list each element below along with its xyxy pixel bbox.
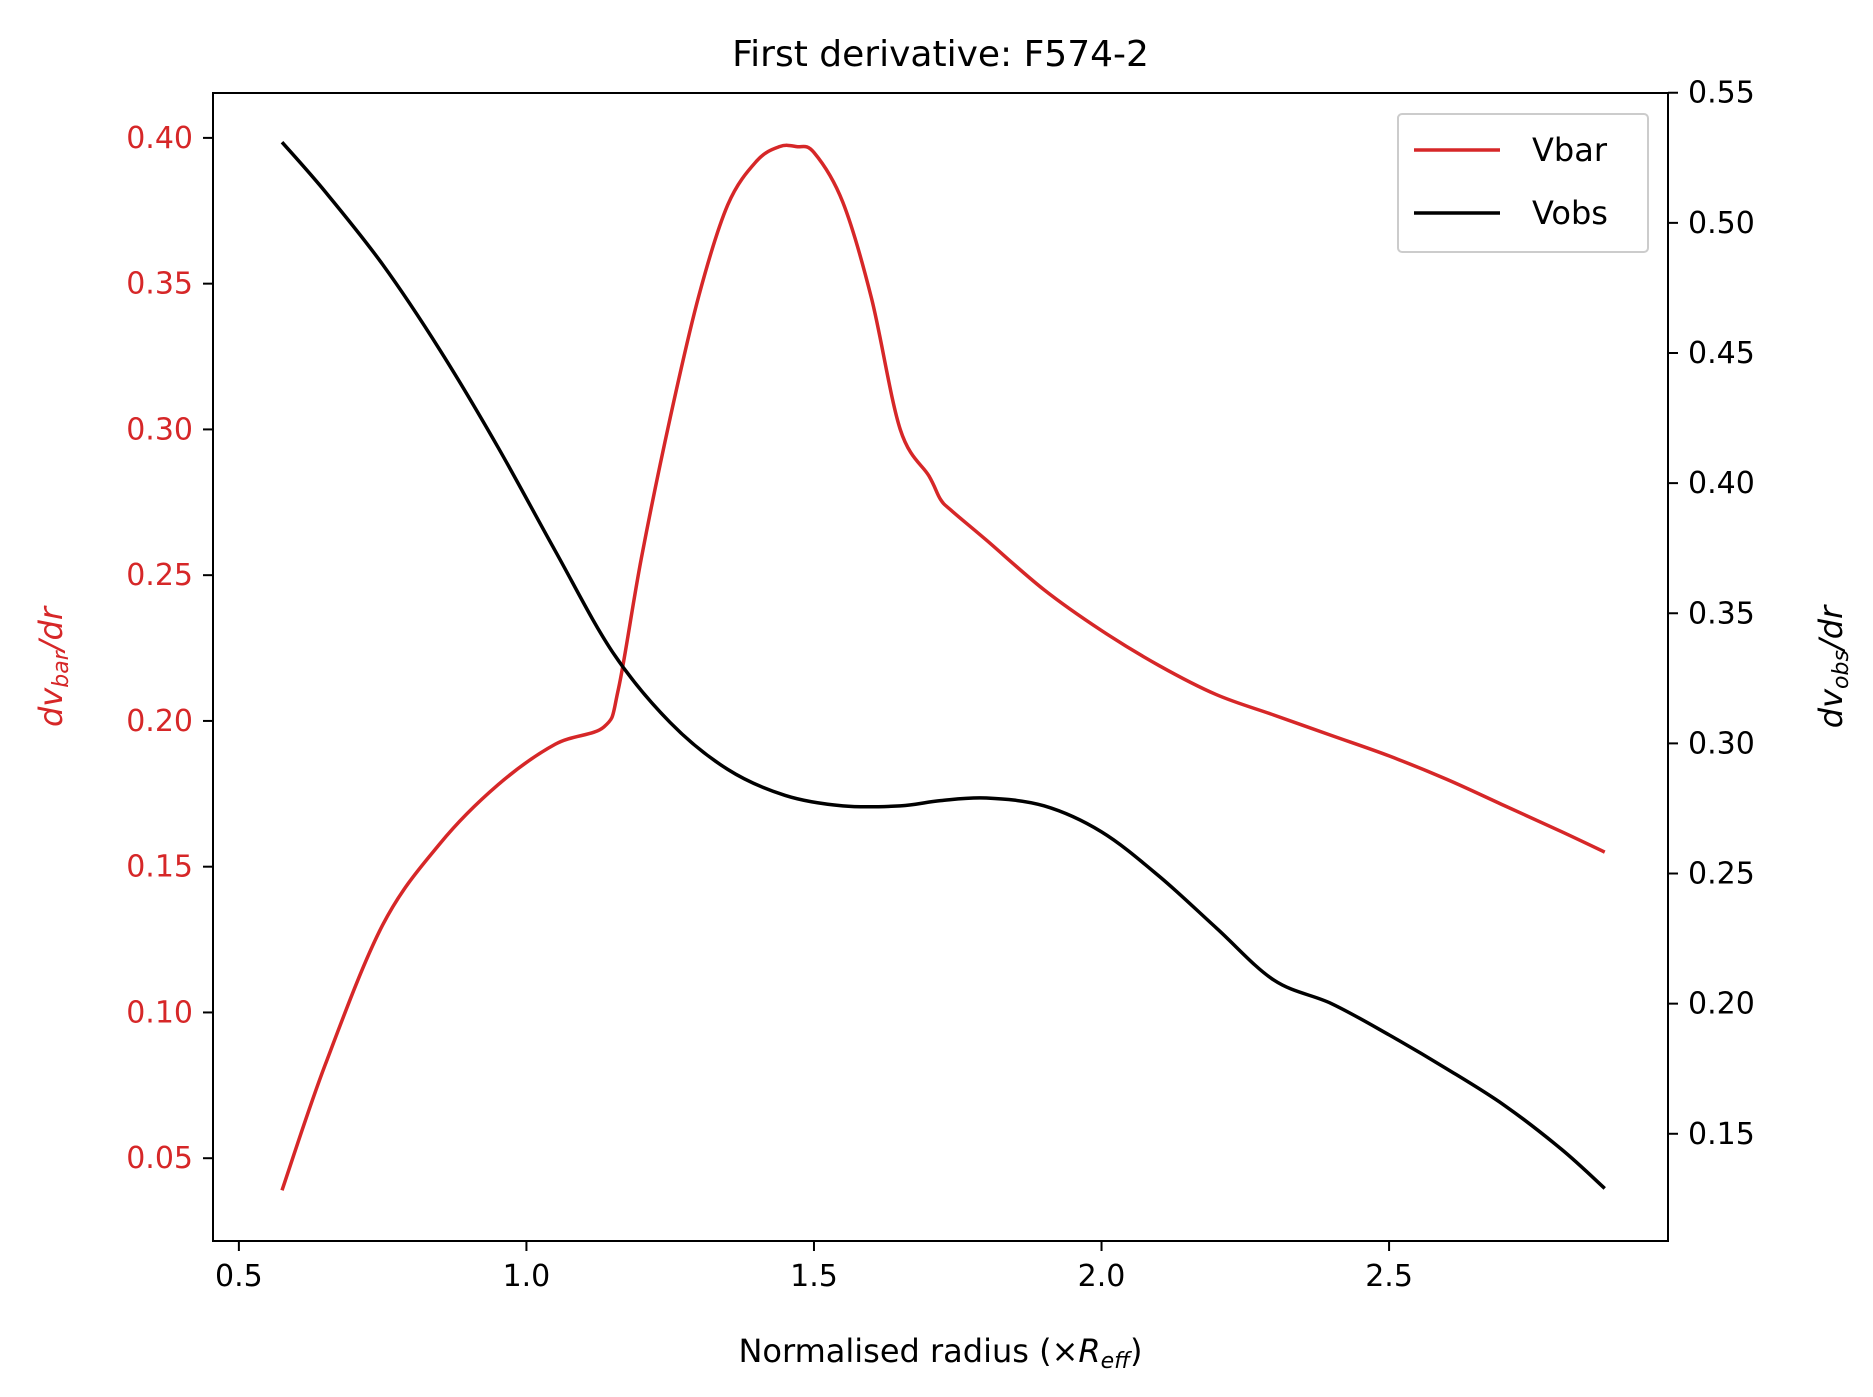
left-y-tick-label: 0.20 bbox=[126, 704, 193, 739]
x-axis-label-subscript: eff bbox=[1101, 1349, 1133, 1374]
x-tick-label: 1.0 bbox=[503, 1259, 551, 1294]
chart-title: First derivative: F574-2 bbox=[732, 34, 1149, 75]
left-y-tick-label: 0.40 bbox=[126, 121, 193, 156]
right-y-axis: 0.15 0.20 0.25 0.30 0.35 0.40 0.45 0.50 0.55 bbox=[1668, 76, 1755, 1152]
legend-label-vbar: Vbar bbox=[1532, 131, 1608, 169]
left-y-axis: 0.05 0.10 0.15 0.20 0.25 0.30 0.35 0.40 bbox=[126, 121, 213, 1176]
x-tick-label: 2.0 bbox=[1078, 1259, 1126, 1294]
left-y-tick-label: 0.35 bbox=[126, 267, 193, 302]
left-y-tick-label: 0.30 bbox=[126, 412, 193, 447]
right-y-tick-label: 0.55 bbox=[1688, 76, 1755, 111]
legend: Vbar Vobs bbox=[1397, 113, 1649, 253]
x-axis-label-symbol: R bbox=[1078, 1332, 1100, 1370]
series-layer bbox=[280, 141, 1606, 1191]
right-y-tick-label: 0.30 bbox=[1688, 726, 1755, 761]
x-axis: 0.5 1.0 1.5 2.0 2.5 bbox=[215, 1241, 1413, 1294]
left-y-tick-label: 0.10 bbox=[126, 995, 193, 1030]
plot-frame bbox=[212, 92, 1669, 1242]
right-y-axis-label-suffix: /dr bbox=[1812, 604, 1850, 653]
x-tick-label: 1.5 bbox=[790, 1259, 838, 1294]
right-y-tick-label: 0.20 bbox=[1688, 987, 1755, 1022]
left-y-axis-label: dvbar/dr bbox=[32, 605, 74, 727]
legend-label-vobs: Vobs bbox=[1532, 194, 1608, 232]
left-y-axis-label-suffix: /dr bbox=[32, 605, 70, 654]
x-tick-label: 0.5 bbox=[215, 1259, 263, 1294]
right-y-tick-label: 0.35 bbox=[1688, 596, 1755, 631]
right-y-tick-label: 0.50 bbox=[1688, 206, 1755, 241]
left-y-tick-label: 0.05 bbox=[126, 1141, 193, 1176]
left-y-axis-label-subscript: bar bbox=[49, 649, 74, 687]
right-y-tick-label: 0.15 bbox=[1688, 1117, 1755, 1152]
x-tick-label: 2.5 bbox=[1365, 1259, 1413, 1294]
right-y-axis-label-subscript: obs bbox=[1829, 650, 1854, 689]
right-y-tick-label: 0.40 bbox=[1688, 466, 1755, 501]
x-axis-label: Normalised radius (×Reff) bbox=[738, 1332, 1142, 1374]
right-y-axis-label: dvobs/dr bbox=[1812, 604, 1854, 728]
left-y-tick-label: 0.15 bbox=[126, 850, 193, 885]
x-axis-label-suffix: ) bbox=[1130, 1332, 1142, 1370]
right-y-tick-label: 0.45 bbox=[1688, 336, 1755, 371]
plot-area bbox=[212, 92, 1669, 1242]
right-y-axis-label-prefix: dv bbox=[1812, 688, 1850, 728]
series-line-vbar bbox=[280, 143, 1606, 1191]
left-y-axis-label-prefix: dv bbox=[32, 687, 70, 727]
right-y-tick-label: 0.25 bbox=[1688, 857, 1755, 892]
left-y-tick-label: 0.25 bbox=[126, 558, 193, 593]
series-line-vobs bbox=[280, 141, 1606, 1190]
legend-box bbox=[1397, 113, 1649, 253]
x-axis-label-prefix: Normalised radius (× bbox=[738, 1332, 1078, 1370]
